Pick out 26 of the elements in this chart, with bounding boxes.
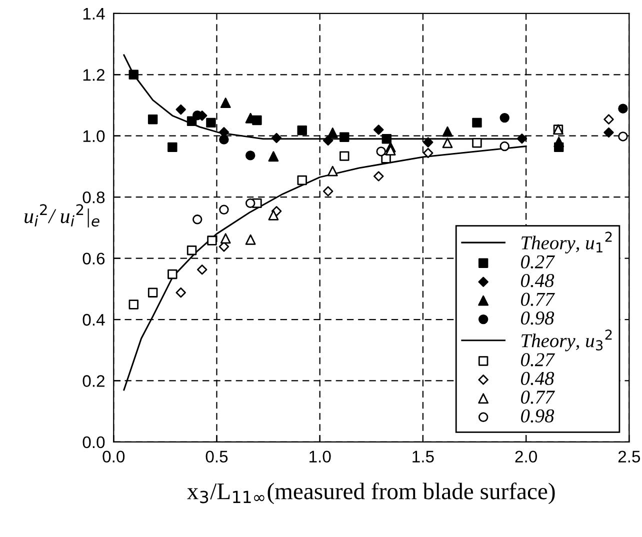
x-tick-label: 1.5 [412,450,434,463]
legend-label: 0.98 [521,409,554,423]
y-tick-label: 1.0 [83,130,105,142]
legend-label: 0.27 [521,353,555,366]
legend-label: Theory, u$_{3}$$^{2}$ [522,330,612,352]
y-tick-label: 0.4 [82,314,105,326]
legend-label: 0.98 [521,311,554,325]
y-tick-label: 1.4 [83,8,105,20]
y-tick-label: 0.8 [82,191,105,204]
legend-label: 0.77 [521,292,555,306]
x-tick-label: 0.5 [206,450,228,463]
y-tick-label: 1.2 [83,69,104,81]
y-tick-label: 0.0 [82,436,105,448]
x-tick-label: 1.0 [310,450,331,463]
legend-label: Theory, u$_{1}$$^{2}$ [522,232,612,254]
y-tick-label: 0.6 [82,252,105,264]
x-tick-label: 2.5 [618,450,640,463]
x-tick-label: 0.0 [102,450,125,463]
x-tick-label: 2.0 [515,450,537,463]
y-axis-title: u$_{i}$$^{2}$/ u$_{i}$$^{2}$|$_{e}$ [24,204,100,228]
legend-label: 0.48 [521,274,554,288]
y-tick-label: 0.2 [82,375,104,387]
legend-label: 0.27 [521,255,555,269]
legend-label: 0.77 [521,390,555,404]
legend-label: 0.48 [521,372,554,386]
x-axis-title: x$_{3}$/L$_{11∞}$(measured from blade surface) [187,482,555,504]
